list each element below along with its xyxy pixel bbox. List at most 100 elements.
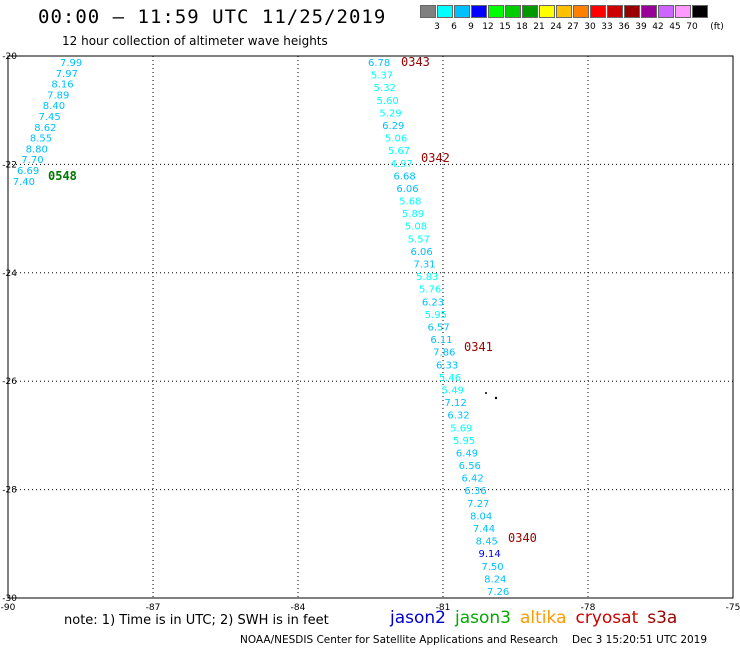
wave-height-value: 8.62 (34, 123, 56, 134)
wave-height-value: 7.89 (47, 90, 69, 101)
scale-swatch (420, 5, 436, 18)
wave-height-value: 6.78 (368, 58, 390, 69)
satellite-legend-cryosat: cryosat (575, 608, 639, 628)
wave-height-value: 7.45 (39, 112, 61, 123)
wave-height-value: 6.23 (422, 297, 444, 308)
wave-height-value: 5.89 (402, 209, 424, 220)
scale-label: 70 (686, 22, 698, 32)
grid-lines (7, 55, 734, 599)
wave-height-value: 7.97 (56, 69, 78, 80)
scale-label: 36 (618, 22, 630, 32)
satellite-legend: jason2 jason3 altika cryosat s3a (390, 608, 686, 628)
wave-height-value: 7.86 (433, 348, 455, 359)
wave-height-value: 8.45 (476, 537, 498, 548)
scale-swatch (641, 5, 657, 18)
scale-swatch (573, 5, 589, 18)
wave-height-value: 6.49 (456, 448, 478, 459)
pass-time-label: 0341 (464, 340, 493, 354)
satellite-legend-jason2: jason2 (390, 608, 446, 628)
y-tick-label: -24 (2, 269, 17, 279)
wave-height-value: 7.40 (13, 177, 35, 188)
footer-timestamp: Dec 3 15:20:51 UTC 2019 (572, 634, 708, 646)
pass-time-label: 0343 (401, 55, 430, 69)
wave-height-value: 8.80 (26, 144, 48, 155)
scale-label: 42 (652, 22, 664, 32)
wave-height-value: 5.68 (399, 197, 421, 208)
scale-label: 3 (434, 22, 440, 32)
wave-height-value: 7.50 (481, 562, 503, 573)
scale-label: 6 (451, 22, 457, 32)
pass-time-label: 0340 (508, 531, 537, 545)
wave-height-value: 6.56 (459, 461, 481, 472)
wave-height-value: 8.04 (470, 511, 492, 522)
chart-title: 00:00 – 11:59 UTC 11/25/2019 (38, 6, 387, 28)
scale-swatch (471, 5, 487, 18)
y-tick-label: -26 (2, 377, 17, 387)
footer: NOAA/NESDIS Center for Satellite Applica… (240, 634, 707, 646)
pass-time-label: 0548 (48, 169, 77, 183)
satellite-legend-jason3: jason3 (455, 608, 511, 628)
wave-height-value: 6.68 (394, 171, 416, 182)
y-tick-label: -20 (2, 52, 17, 62)
wave-height-value: 6.32 (447, 411, 469, 422)
scale-label: 27 (567, 22, 579, 32)
wave-height-tracks: 7.997.978.167.898.407.458.628.558.807.70… (13, 58, 510, 598)
wave-height-value: 4.97 (391, 159, 413, 170)
wave-height-value: 6.11 (430, 335, 452, 346)
wave-height-value: 6.06 (396, 184, 418, 195)
scale-swatch (437, 5, 453, 18)
wave-height-value: 5.08 (405, 222, 427, 233)
axis-ticks: -90 -87 -84 -81 -78 -75 -20 -22 -24 -26 -28 -30 (1, 52, 740, 613)
y-tick-label: -22 (2, 160, 17, 170)
scale-swatch (675, 5, 691, 18)
wave-height-value: 6.29 (382, 121, 404, 132)
wave-height-value: 8.16 (51, 80, 73, 91)
scale-swatch (607, 5, 623, 18)
x-tick-label: -78 (581, 603, 596, 613)
island-marker (494, 396, 498, 400)
wave-height-value: 7.31 (413, 260, 435, 271)
scale-unit: (ft) (710, 22, 724, 32)
x-tick-label: -75 (726, 603, 740, 613)
scale-swatch (522, 5, 538, 18)
scale-label: 15 (499, 22, 511, 32)
scale-swatch (505, 5, 521, 18)
satellite-legend-altika: altika (520, 608, 567, 628)
wave-height-value: 5.57 (408, 234, 430, 245)
wave-height-value: 5.83 (416, 272, 438, 283)
wave-height-value: 7.27 (467, 499, 489, 510)
scale-swatch (539, 5, 555, 18)
scale-label: 9 (468, 22, 474, 32)
pass-labels: 0548 0343 0342 0341 0340 (48, 55, 537, 545)
scale-swatch (488, 5, 504, 18)
wave-height-value: 5.29 (379, 108, 401, 119)
wave-height-value: 7.12 (445, 398, 467, 409)
y-tick-label: -28 (2, 486, 17, 496)
wave-height-value: 5.95 (453, 436, 475, 447)
note-text: note: 1) Time is in UTC; 2) SWH is in fe… (64, 613, 329, 628)
scale-label: 24 (550, 22, 562, 32)
scale-label: 30 (584, 22, 596, 32)
scale-swatch (454, 5, 470, 18)
wave-height-value: 5.60 (377, 96, 399, 107)
satellite-legend-s3a: s3a (647, 608, 678, 628)
x-tick-label: -81 (436, 603, 451, 613)
x-tick-label: -84 (291, 603, 306, 613)
wave-height-value: 6.33 (436, 360, 458, 371)
scale-label: 33 (601, 22, 613, 32)
wave-height-value: 5.37 (371, 71, 393, 82)
scale-swatch (556, 5, 572, 18)
scale-swatch (658, 5, 674, 18)
wave-height-value: 5.69 (450, 423, 472, 434)
wave-height-value: 5.49 (442, 385, 464, 396)
chart-subtitle: 12 hour collection of altimeter wave hei… (62, 34, 328, 48)
scale-swatch (590, 5, 606, 18)
wave-height-value: 5.32 (374, 83, 396, 94)
wave-height-value: 6.36 (464, 486, 486, 497)
wave-height-value: 7.99 (60, 58, 82, 69)
wave-height-value: 7.26 (487, 587, 509, 598)
wave-height-value: 5.46 (439, 373, 461, 384)
map-frame (7, 55, 734, 599)
scale-label: 18 (516, 22, 528, 32)
